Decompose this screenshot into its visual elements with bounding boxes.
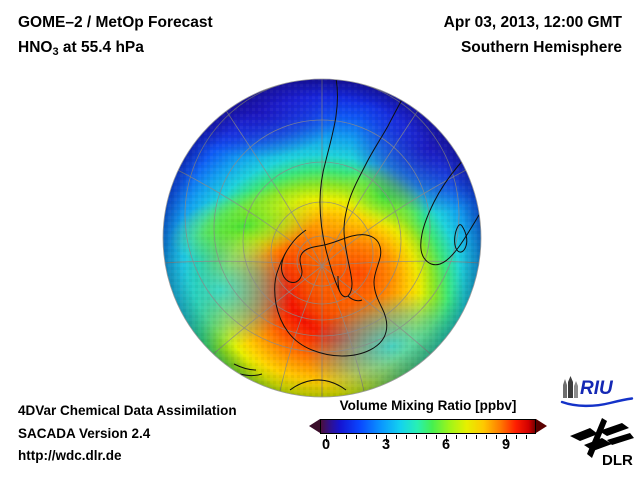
colorbar-minor-tick bbox=[486, 435, 487, 439]
riu-skyline-bars bbox=[563, 376, 578, 398]
colorbar-major-tick bbox=[326, 435, 327, 442]
colorbar-over-arrow bbox=[536, 419, 547, 433]
colorbar: Volume Mixing Ratio [ppbv] 0 3 6 9 bbox=[308, 398, 548, 457]
footer-credits: 4DVar Chemical Data Assimilation SACADA … bbox=[18, 400, 237, 468]
colorbar-major-tick bbox=[506, 435, 507, 442]
colorbar-major-tick bbox=[386, 435, 387, 442]
figure-title: GOME–2 / MetOp Forecast bbox=[18, 14, 213, 31]
colorbar-minor-tick bbox=[346, 435, 347, 439]
riu-wordmark: RIU bbox=[580, 378, 614, 399]
datetime-label: Apr 03, 2013, 12:00 GMT bbox=[443, 14, 622, 31]
dlr-logo: DLR bbox=[570, 418, 634, 469]
colorbar-minor-tick bbox=[366, 435, 367, 439]
globe-outline bbox=[162, 78, 482, 398]
colorbar-tick-label: 0 bbox=[321, 437, 331, 453]
species-level-label: HNO3 at 55.4 hPa bbox=[18, 35, 213, 62]
species-subscript: 3 bbox=[52, 46, 59, 58]
colorbar-under-arrow bbox=[309, 419, 320, 433]
colorbar-minor-tick bbox=[416, 435, 417, 439]
colorbar-ticks bbox=[320, 435, 536, 442]
hemisphere-label: Southern Hemisphere bbox=[460, 39, 622, 56]
dlr-mark-icon bbox=[570, 418, 634, 458]
colorbar-minor-tick bbox=[526, 435, 527, 439]
colorbar-row bbox=[308, 418, 548, 442]
colorbar-minor-tick bbox=[496, 435, 497, 439]
version-label: SACADA Version 2.4 bbox=[18, 425, 151, 441]
colorbar-minor-tick bbox=[516, 435, 517, 439]
colorbar-tick-label: 3 bbox=[381, 437, 391, 453]
colorbar-tick-label: 6 bbox=[441, 437, 451, 453]
globe-svg bbox=[162, 78, 482, 398]
header-left: GOME–2 / MetOp Forecast HNO3 at 55.4 hPa bbox=[18, 10, 213, 62]
colorbar-minor-tick bbox=[406, 435, 407, 439]
colorbar-minor-tick bbox=[396, 435, 397, 439]
colorbar-title: Volume Mixing Ratio [ppbv] bbox=[339, 398, 517, 413]
globe-data-field bbox=[163, 79, 481, 397]
colorbar-minor-tick bbox=[476, 435, 477, 439]
riu-wave-icon bbox=[560, 397, 634, 408]
colorbar-major-tick bbox=[446, 435, 447, 442]
colorbar-minor-tick bbox=[355, 435, 357, 439]
colorbar-minor-tick bbox=[466, 435, 467, 439]
colorbar-minor-tick bbox=[426, 435, 427, 439]
species-name: HNO bbox=[18, 39, 53, 56]
globe-map bbox=[162, 78, 482, 398]
riu-logo: RIU bbox=[560, 376, 634, 408]
colorbar-minor-tick bbox=[436, 435, 437, 439]
globe-limb-shading bbox=[163, 79, 481, 397]
colorbar-minor-tick bbox=[456, 435, 457, 439]
header-right: Apr 03, 2013, 12:00 GMT Southern Hemisph… bbox=[444, 10, 622, 60]
dlr-wordmark: DLR bbox=[602, 452, 633, 469]
url-label[interactable]: http://wdc.dlr.de bbox=[18, 448, 122, 463]
colorbar-tick-label: 9 bbox=[501, 437, 511, 453]
colorbar-minor-tick bbox=[336, 435, 337, 439]
method-label: 4DVar Chemical Data Assimilation bbox=[18, 403, 237, 418]
pressure-level: at 55.4 hPa bbox=[58, 39, 144, 56]
colorbar-gradient bbox=[320, 419, 536, 434]
colorbar-tick-labels: 0 3 6 9 bbox=[320, 437, 536, 457]
colorbar-minor-tick bbox=[376, 435, 377, 439]
